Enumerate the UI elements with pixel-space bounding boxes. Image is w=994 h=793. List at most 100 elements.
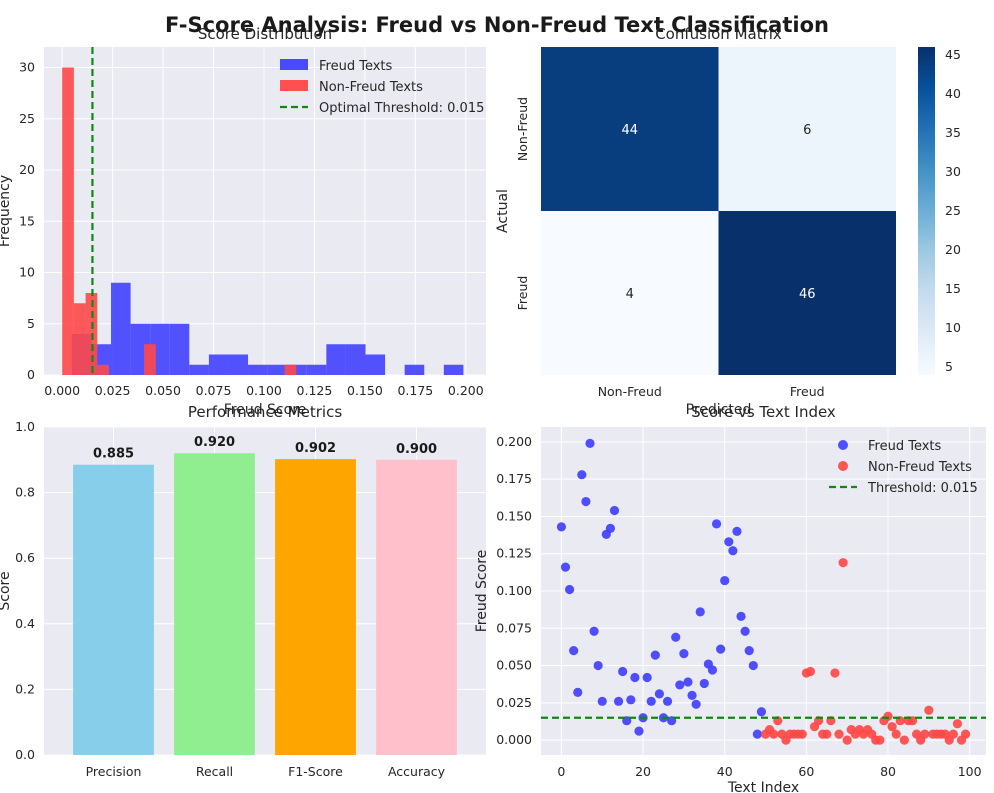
x-tick-label: Precision [86,764,142,779]
y-tick-label: 0.2 [15,681,35,696]
scatter-point [597,696,607,706]
x-tick-label: 0.050 [145,383,181,398]
colorbar-tick-label: 40 [945,86,961,101]
y-tick-label: Non-Freud [515,97,530,161]
x-tick-label: Recall [196,764,233,779]
scatter-point [556,522,567,532]
metric-bar [275,459,356,755]
y-axis-label: Score [0,571,13,610]
colorbar-tick-label: 25 [945,203,961,218]
x-tick-label: 0 [557,764,565,779]
legend-label: Freud Texts [868,439,942,454]
scatter-point [838,558,848,568]
histogram-bar [73,303,86,375]
colorbar [918,47,935,375]
colorbar-tick-label: 15 [945,281,961,296]
y-tick-label: 0.6 [15,550,35,565]
heatmap-cell [718,211,896,375]
x-tick-label: 0.075 [196,383,232,398]
scatter-point [732,526,742,536]
scatter-point [948,729,958,739]
scatter-point [920,729,930,739]
scatter-point [650,650,660,660]
histogram-bar [443,364,464,375]
y-tick-label: Freud [515,276,530,311]
y-axis-label: Frequency [0,175,13,247]
heatmap-cell [541,211,719,375]
metric-bar [376,459,457,755]
y-tick-label: 30 [19,60,35,75]
x-axis-label: Predicted [686,402,752,418]
scatter-panel: 0 20 40 60 80 100 0.000 0.025 0.050 0.075 0.100 0.1… [474,403,986,793]
histogram-bar [284,364,297,375]
scatter-point [560,562,571,572]
y-tick-label: 0.100 [496,583,532,598]
histogram-bar [111,282,131,375]
scatter-point [891,729,901,739]
bar-value-label: 0.902 [295,441,336,456]
panel-title: Confusion Matrix [655,25,782,43]
histogram-bar [248,364,268,375]
scatter-point [822,729,832,739]
histogram-bar [267,364,288,375]
x-tick-label: 0.150 [347,383,383,398]
scatter-point [797,729,807,739]
scatter-point [646,696,656,706]
histogram-bar [326,344,346,375]
scatter-point [960,729,971,739]
x-tick-label: F1-Score [288,764,343,779]
scatter-point [577,470,587,480]
y-tick-label: 0.000 [496,732,532,747]
y-tick-label: 15 [19,213,35,228]
scatter-point [613,696,624,706]
scatter-point [573,687,583,697]
panel-title: Score vs Text Index [691,403,836,421]
y-tick-label: 10 [19,265,35,280]
legend-label: Freud Texts [319,59,393,74]
x-tick-label: 60 [798,764,814,779]
histogram-bar [404,364,425,375]
scatter-point [899,735,909,745]
scatter-point [805,666,816,677]
scatter-point [642,672,652,683]
histogram-bar [144,344,156,375]
histogram-bar [228,354,249,375]
y-axis-label: Actual [495,189,511,233]
scatter-point [756,707,767,717]
x-tick-label: 0.200 [448,383,484,398]
scatter-point [569,646,579,656]
histogram-bar [345,344,366,375]
scatter-point [605,523,616,533]
scatter-point [679,649,689,659]
cell-value: 6 [803,123,811,138]
bar-value-label: 0.920 [194,435,235,450]
metrics-bar-panel: 0.0 0.2 0.4 0.6 0.8 1.0 0.885 Precision 0.920 Rec… [0,403,486,779]
histogram-bar [287,364,307,375]
colorbar-tick-label: 5 [945,359,953,374]
legend-swatch [280,80,308,91]
x-tick-label: 0.000 [44,383,80,398]
y-tick-label: 0.175 [496,471,532,486]
scatter-point [834,729,844,739]
histogram-bar [189,364,209,375]
scatter-point [707,665,718,675]
y-tick-label: 0 [27,367,35,382]
scatter-point [716,644,726,654]
panel-title: Performance Metrics [188,403,342,421]
scatter-point [609,505,620,516]
plot-background [44,47,486,375]
scatter-point [691,699,701,709]
x-tick-label: Freud [790,384,825,399]
legend-swatch [838,440,848,450]
histogram-bar [62,67,74,375]
scatter-point [883,711,893,721]
bar-value-label: 0.900 [396,442,437,457]
scatter-point [687,690,697,700]
y-tick-label: 20 [19,162,35,177]
legend-label: Non-Freud Texts [868,460,972,475]
scatter-point [830,668,840,678]
y-tick-label: 0.025 [496,695,532,710]
colorbar-tick-label: 10 [945,320,961,335]
y-tick-label: 0.075 [496,620,532,635]
